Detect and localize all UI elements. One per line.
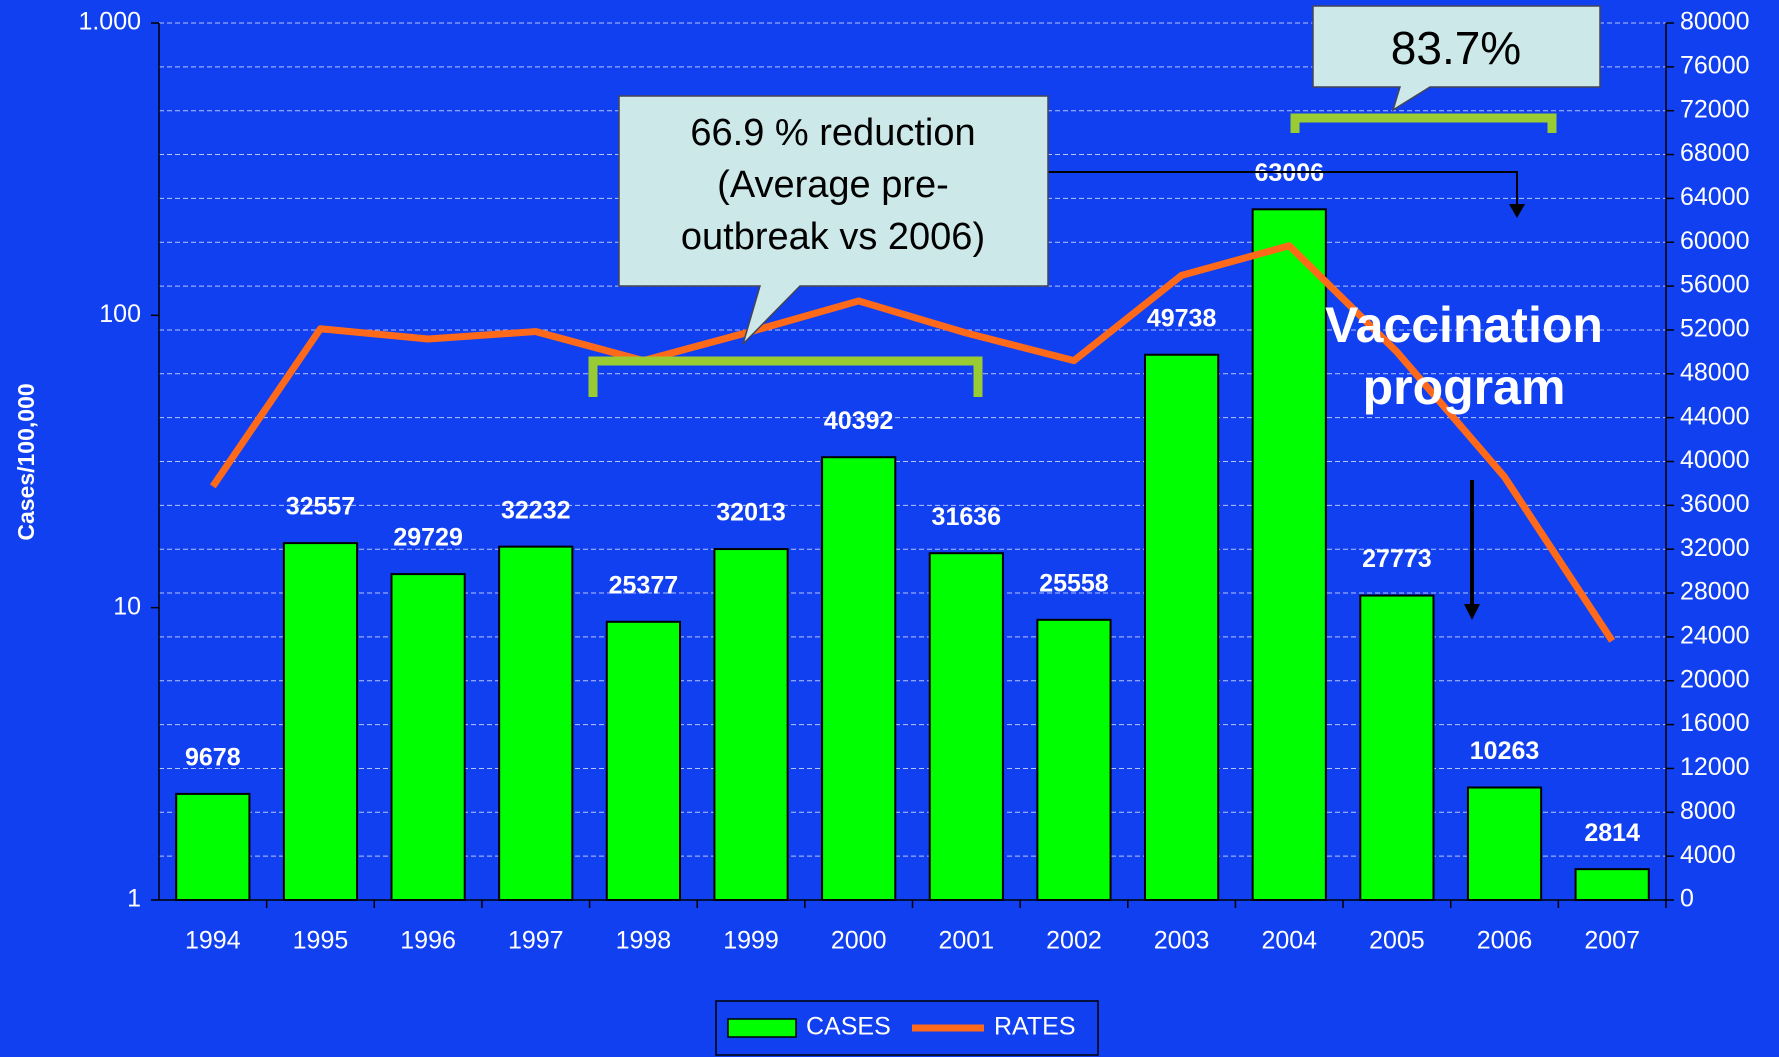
bar-value-label: 25558 bbox=[1039, 569, 1109, 597]
bar bbox=[821, 456, 897, 901]
y2-tick-label: 24000 bbox=[1680, 622, 1750, 650]
arrow bbox=[1048, 171, 1518, 206]
callout-box bbox=[1312, 5, 1601, 112]
y2-tick-label: 4000 bbox=[1680, 841, 1736, 869]
x-tick-label: 1997 bbox=[508, 927, 564, 955]
legend: CASES RATES bbox=[715, 1000, 1099, 1056]
y2-tick-label: 20000 bbox=[1680, 665, 1750, 693]
callout-text: 66.9 % reduction bbox=[690, 112, 975, 154]
bar bbox=[282, 542, 359, 901]
bar-value-label: 27773 bbox=[1362, 545, 1432, 573]
y-tick-label: 10 bbox=[113, 592, 141, 620]
callout-text: outbreak vs 2006) bbox=[681, 216, 985, 258]
bar bbox=[1144, 353, 1220, 901]
bar-value-label: 29729 bbox=[393, 524, 463, 552]
x-tick-label: 2001 bbox=[939, 927, 995, 955]
x-tick-label: 1996 bbox=[400, 927, 456, 955]
callout: 83.7% bbox=[1312, 5, 1601, 112]
y2-tick-label: 40000 bbox=[1680, 446, 1750, 474]
bar-value-label: 32557 bbox=[286, 493, 356, 521]
bar bbox=[390, 573, 466, 901]
marks: 9678 32557 29729 32232 25377 32013 40392 31636 2… bbox=[175, 159, 1650, 902]
y2-tick-label: 36000 bbox=[1680, 490, 1750, 518]
y2-tick-label: 64000 bbox=[1680, 183, 1750, 211]
bracket bbox=[588, 356, 983, 397]
bar-value-label: 2814 bbox=[1584, 819, 1640, 847]
x-tick-label: 1994 bbox=[185, 927, 241, 955]
x-tick-label: 2005 bbox=[1369, 927, 1425, 955]
y-tick-label: 100 bbox=[99, 300, 141, 328]
line bbox=[209, 242, 1616, 643]
bar-value-label: 9678 bbox=[185, 744, 241, 772]
bar bbox=[1036, 618, 1112, 901]
bar bbox=[1359, 594, 1435, 902]
bar bbox=[713, 548, 789, 901]
legend-label: RATES bbox=[994, 1013, 1076, 1041]
annotation: program bbox=[1363, 359, 1566, 415]
y2-tick-label: 80000 bbox=[1680, 8, 1750, 36]
y2-tick-label: 32000 bbox=[1680, 534, 1750, 562]
bar-value-label: 25377 bbox=[609, 571, 679, 599]
callout: 66.9 % reduction (Average pre- outbreak … bbox=[618, 95, 1049, 345]
callout-text: 83.7% bbox=[1391, 22, 1521, 74]
y-tick-label: 1 bbox=[127, 885, 141, 913]
bar bbox=[605, 620, 681, 901]
bar-value-label: 32232 bbox=[501, 496, 571, 524]
bar bbox=[1574, 868, 1650, 902]
y-axis-label: Cases/100,000 bbox=[13, 383, 39, 540]
bar-value-label: 31636 bbox=[932, 503, 1002, 531]
bracket bbox=[1290, 113, 1557, 133]
y2-tick-label: 48000 bbox=[1680, 358, 1750, 386]
y2-tick-label: 8000 bbox=[1680, 797, 1736, 825]
y2-tick-label: 56000 bbox=[1680, 271, 1750, 299]
x-tick-label: 1998 bbox=[616, 927, 672, 955]
y2-tick-label: 0 bbox=[1680, 885, 1694, 913]
x-tick-label: 1999 bbox=[723, 927, 779, 955]
x-tick-label: 2000 bbox=[831, 927, 887, 955]
x-tick-label: 2006 bbox=[1477, 927, 1533, 955]
annotation: Vaccination bbox=[1325, 297, 1603, 353]
y2-tick-label: 72000 bbox=[1680, 95, 1750, 123]
bar bbox=[1466, 786, 1543, 902]
x-tick-label: 2002 bbox=[1046, 927, 1102, 955]
bar-value-label: 40392 bbox=[824, 407, 894, 435]
bar-value-label: 32013 bbox=[716, 499, 786, 527]
bar bbox=[928, 552, 1004, 902]
bar bbox=[1251, 208, 1327, 901]
y2-tick-label: 52000 bbox=[1680, 315, 1750, 343]
y2-tick-label: 28000 bbox=[1680, 578, 1750, 606]
y2-tick-label: 12000 bbox=[1680, 753, 1750, 781]
callout-text: (Average pre- bbox=[717, 164, 949, 206]
y2-tick-label: 68000 bbox=[1680, 139, 1750, 167]
legend-swatch bbox=[727, 1018, 797, 1038]
callout-box bbox=[618, 95, 1049, 345]
x-tick-label: 2004 bbox=[1261, 927, 1317, 955]
x-tick-label: 2003 bbox=[1154, 927, 1210, 955]
y-tick-label: 1.000 bbox=[78, 8, 141, 36]
y2-tick-label: 60000 bbox=[1680, 227, 1750, 255]
bar-value-label: 10263 bbox=[1470, 737, 1540, 765]
arrow-head bbox=[1464, 604, 1480, 620]
bar-value-label: 49738 bbox=[1147, 304, 1217, 332]
bar bbox=[498, 545, 574, 901]
arrow-head bbox=[1509, 204, 1525, 218]
legend-label: CASES bbox=[806, 1013, 891, 1041]
y2-tick-label: 44000 bbox=[1680, 402, 1750, 430]
x-tick-label: 1995 bbox=[293, 927, 349, 955]
y2-tick-label: 76000 bbox=[1680, 51, 1750, 79]
x-tick-label: 2007 bbox=[1584, 927, 1640, 955]
y2-tick-label: 16000 bbox=[1680, 709, 1750, 737]
bar bbox=[175, 792, 251, 901]
